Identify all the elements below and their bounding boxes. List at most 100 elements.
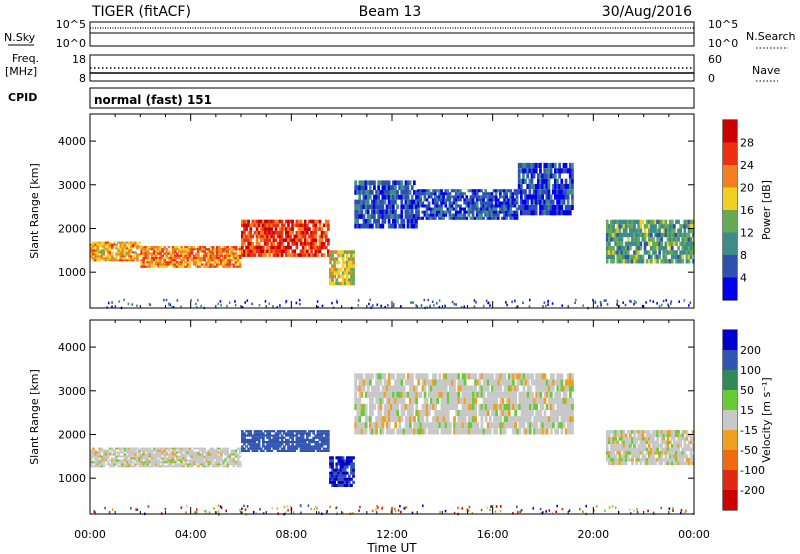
data-cell-1 <box>226 265 229 268</box>
data-cell-3 <box>387 397 391 404</box>
data-cell-7 <box>610 224 613 229</box>
data-cell-3 <box>430 428 433 435</box>
data-cell-0 <box>146 447 150 450</box>
scatter-cell <box>669 302 672 305</box>
data-cell-0 <box>92 451 95 454</box>
data-cell-1 <box>188 248 192 251</box>
data-cell-6 <box>547 189 551 195</box>
data-cell-3 <box>449 422 452 429</box>
data-cell-1 <box>173 261 177 264</box>
scatter-cell <box>435 302 438 305</box>
data-cell-0 <box>96 251 99 254</box>
data-cell-2 <box>270 223 274 228</box>
data-cell-1 <box>142 261 146 264</box>
data-cell-0 <box>167 463 171 466</box>
data-cell-7 <box>668 250 672 255</box>
scatter-cell <box>123 298 125 302</box>
data-cell-0 <box>205 459 208 462</box>
data-cell-7 <box>673 228 676 233</box>
data-cell-5 <box>494 189 498 193</box>
data-cell-3 <box>497 391 501 398</box>
scatter-cell <box>380 304 382 308</box>
data-cell-3 <box>352 260 355 265</box>
data-cell-3 <box>474 379 477 386</box>
data-cell-4 <box>635 430 638 434</box>
data-cell-4 <box>643 461 647 466</box>
data-cell-5 <box>457 210 460 214</box>
data-cell-3 <box>354 403 357 410</box>
data-cell-1 <box>249 441 253 444</box>
data-cell-4 <box>624 444 628 448</box>
data-cell-0 <box>119 449 123 452</box>
data-cell-1 <box>285 441 288 444</box>
data-cell-3 <box>476 391 480 398</box>
data-cell-0 <box>199 461 202 464</box>
data-cell-3 <box>495 373 498 380</box>
data-cell-2 <box>352 480 355 484</box>
data-cell-0 <box>117 465 120 468</box>
data-cell-1 <box>259 447 263 450</box>
data-cell-4 <box>673 447 676 452</box>
data-cell-3 <box>535 422 538 429</box>
data-cell-5 <box>509 195 513 199</box>
data-cell-4 <box>400 194 404 200</box>
data-cell-3 <box>356 422 360 429</box>
scatter-cell <box>494 510 497 513</box>
scatter-cell <box>393 302 395 306</box>
data-cell-0 <box>125 245 129 248</box>
data-cell-1 <box>209 254 213 257</box>
data-cell-5 <box>515 216 519 220</box>
data-cell-1 <box>280 436 284 439</box>
data-cell-6 <box>562 199 566 205</box>
data-cell-3 <box>503 391 507 398</box>
data-cell-0 <box>119 245 123 248</box>
data-cell-1 <box>299 447 303 450</box>
data-cell-5 <box>457 189 460 193</box>
data-cell-3 <box>537 379 541 386</box>
data-cell-4 <box>385 214 389 219</box>
data-cell-1 <box>165 250 169 253</box>
data-cell-0 <box>134 451 137 454</box>
data-cell-2 <box>264 238 267 242</box>
data-cell-0 <box>146 463 150 466</box>
data-cell-3 <box>423 428 427 435</box>
data-cell-1 <box>268 434 271 437</box>
data-cell-0 <box>123 463 127 466</box>
data-cell-2 <box>247 242 250 246</box>
data-cell-0 <box>131 451 135 454</box>
data-cell-7 <box>662 259 666 264</box>
data-cell-3 <box>474 397 477 404</box>
data-cell-0 <box>134 459 137 462</box>
data-cell-5 <box>480 204 483 208</box>
data-cell-3 <box>425 379 429 386</box>
data-cell-3 <box>543 428 547 435</box>
data-cell-0 <box>138 245 141 248</box>
data-cell-0 <box>157 465 160 468</box>
data-cell-3 <box>377 403 381 410</box>
data-cell-1 <box>173 256 177 260</box>
data-cell-3 <box>415 422 418 429</box>
data-cell-1 <box>266 443 269 446</box>
noise-trace <box>90 27 694 34</box>
data-cell-4 <box>622 430 626 434</box>
data-cell-4 <box>689 437 693 441</box>
scatter-cell <box>636 508 638 511</box>
data-cell-5 <box>486 195 490 199</box>
data-cell-0 <box>224 449 227 452</box>
data-cell-0 <box>131 257 135 260</box>
data-cell-1 <box>180 252 183 255</box>
data-cell-3 <box>362 403 366 410</box>
data-cell-6 <box>562 168 566 174</box>
data-cell-1 <box>264 445 267 448</box>
data-cell-4 <box>408 199 412 205</box>
data-cell-4 <box>614 461 617 466</box>
scatter-cell <box>204 509 207 513</box>
data-cell-4 <box>614 454 617 459</box>
data-cell-2 <box>262 230 265 235</box>
data-cell-7 <box>683 219 687 225</box>
data-cell-6 <box>517 183 521 190</box>
data-cell-3 <box>453 422 456 429</box>
data-cell-1 <box>197 254 200 257</box>
data-cell-1 <box>155 250 158 253</box>
scatter-cell <box>372 304 374 307</box>
